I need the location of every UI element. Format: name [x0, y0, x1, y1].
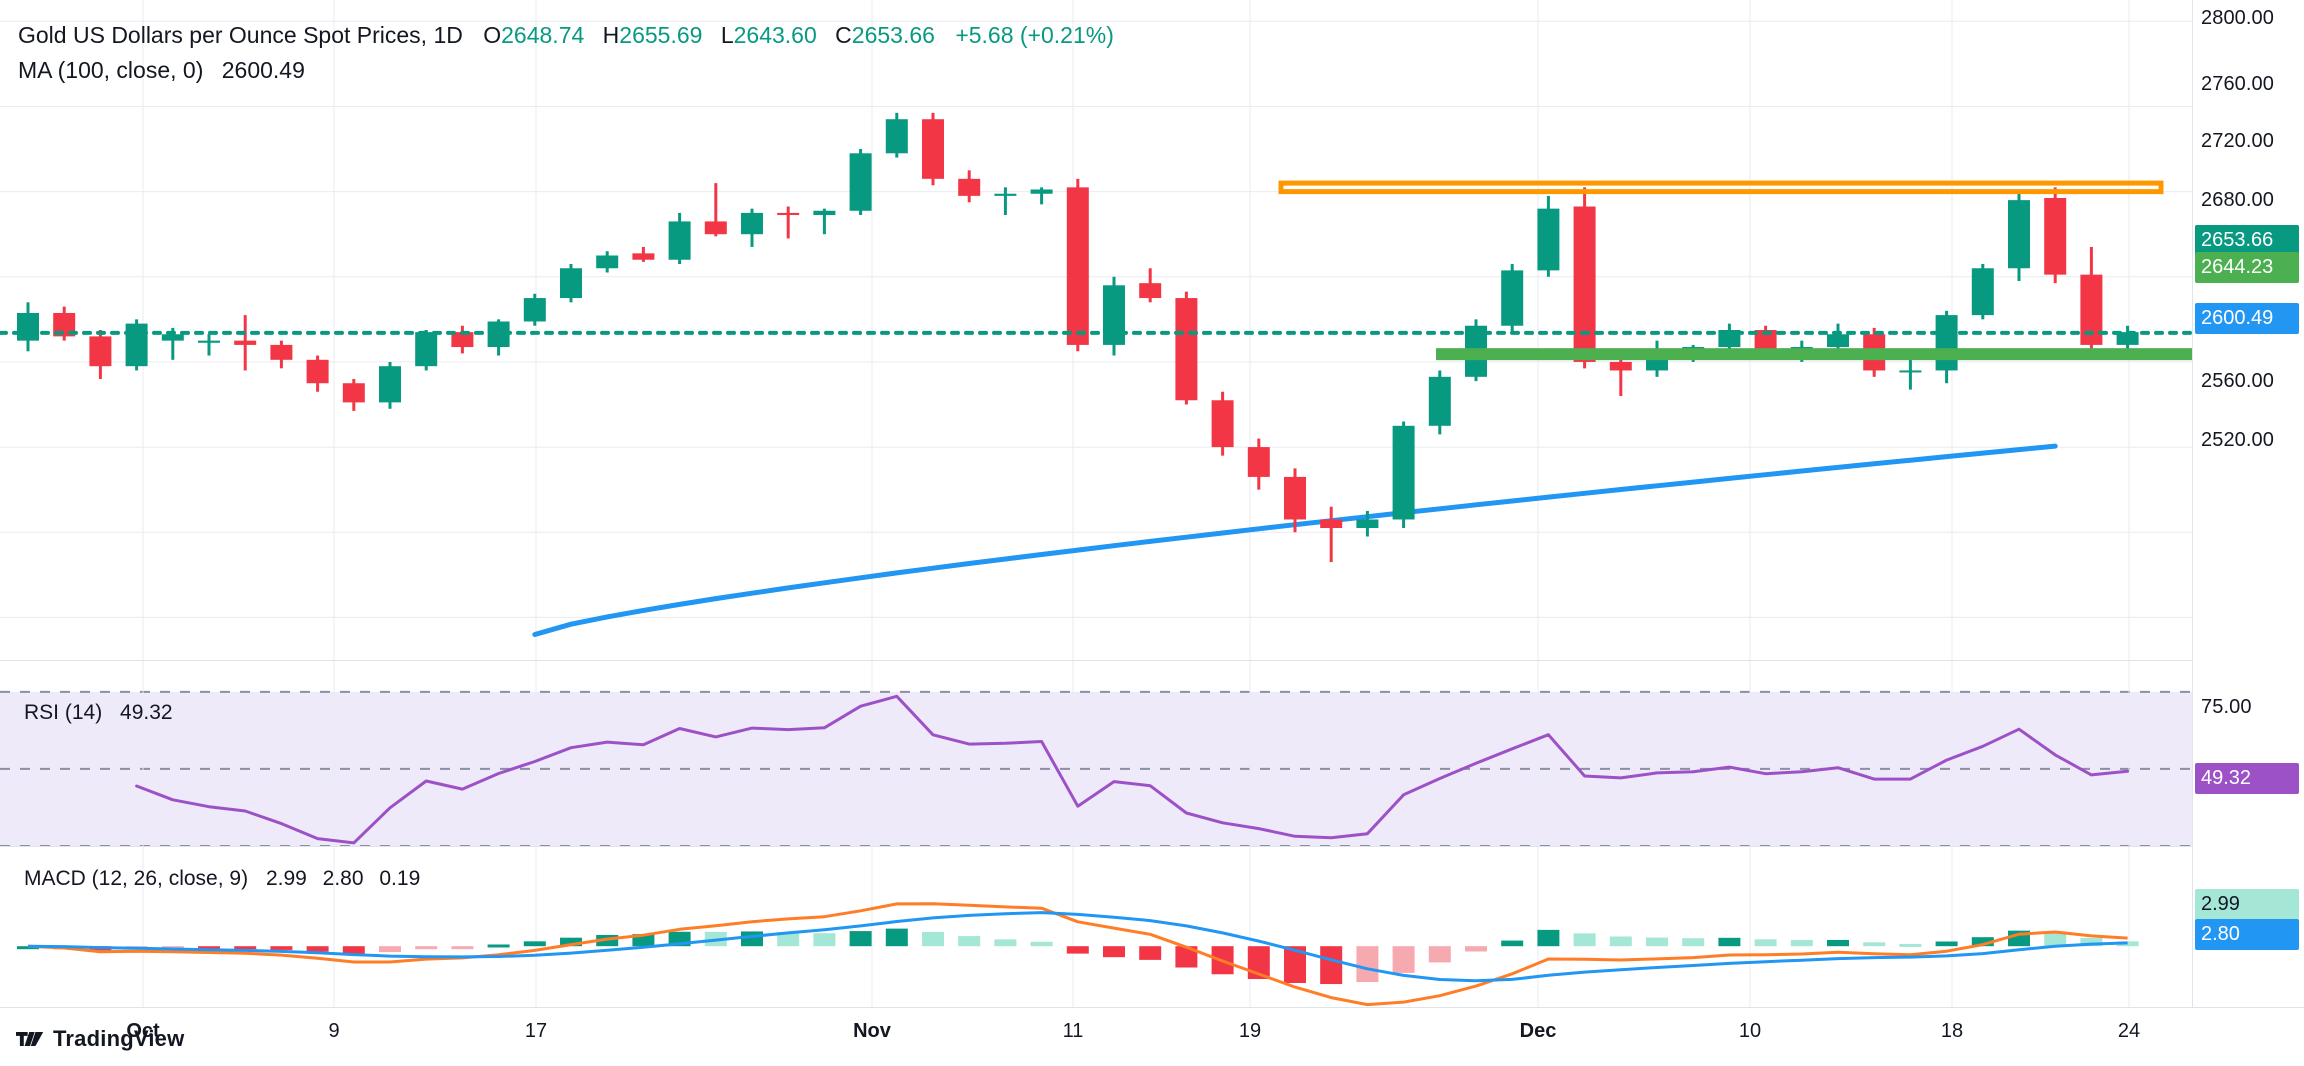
symbol-legend[interactable]: Gold US Dollars per Ounce Spot Prices, 1… [18, 24, 1114, 47]
rsi-pane[interactable] [0, 661, 2304, 847]
macd-legend[interactable]: MACD (12, 26, close, 9) 2.99 2.80 0.19 [24, 868, 420, 889]
last-price-tag[interactable]: 2653.66 [2195, 225, 2299, 256]
price-tick-2800: 2800.00 [2201, 7, 2274, 29]
time-label-19: 19 [1238, 1020, 1262, 1042]
price-axis[interactable]: 2800.00 2760.00 2720.00 2680.00 2560.00 … [2192, 0, 2304, 1007]
time-label-11: 11 [1062, 1020, 1084, 1042]
ma-value: 2600.49 [221, 57, 305, 83]
price-pane[interactable] [0, 0, 2304, 660]
ma-price-tag[interactable]: 2600.49 [2195, 303, 2299, 334]
time-label-17: 17 [524, 1020, 548, 1042]
time-label-24: 24 [2117, 1020, 2141, 1042]
low-value: 2643.60 [733, 22, 817, 48]
high-value: 2655.69 [619, 22, 703, 48]
macd-pane-divider [0, 846, 2193, 847]
open-value: 2648.74 [501, 22, 585, 48]
rsi-label: RSI (14) [24, 701, 103, 724]
tradingview-branding[interactable]: TradingView [16, 1026, 184, 1052]
tradingview-logo-icon [16, 1032, 44, 1046]
price-tick-2720: 2720.00 [2201, 130, 2274, 152]
brand-name: TradingView [53, 1026, 185, 1051]
macd-plot[interactable] [0, 847, 2193, 1007]
time-label-18: 18 [1940, 1020, 1964, 1042]
macd-label: MACD (12, 26, close, 9) [24, 867, 249, 890]
open-label: O [483, 22, 502, 48]
price-tick-2680: 2680.00 [2201, 189, 2274, 211]
price-tick-2560: 2560.00 [2201, 370, 2274, 392]
rsi-value-tag[interactable]: 49.32 [2195, 763, 2299, 794]
symbol-title[interactable]: Gold US Dollars per Ounce Spot Prices, 1… [18, 22, 463, 48]
rsi-value: 49.32 [120, 701, 173, 724]
high-label: H [602, 22, 620, 48]
ma-legend[interactable]: MA (100, close, 0) 2600.49 [18, 59, 305, 82]
macd-pane[interactable] [0, 847, 2304, 1007]
rsi-tick-75: 75.00 [2201, 696, 2252, 718]
rsi-plot[interactable] [0, 661, 2193, 847]
support-zone-tag[interactable]: 2644.23 [2195, 252, 2299, 283]
price-plot[interactable] [0, 0, 2195, 660]
close-label: C [835, 22, 852, 48]
low-label: L [720, 22, 734, 48]
time-label-dec: Dec [1519, 1020, 1557, 1042]
time-label-9: 9 [328, 1020, 340, 1042]
rsi-legend[interactable]: RSI (14) 49.32 [24, 702, 173, 723]
close-value: 2653.66 [851, 22, 935, 48]
price-tick-2760: 2760.00 [2201, 73, 2274, 95]
macd-hist-value: 2.99 [265, 867, 307, 890]
time-label-oct: Oct [126, 1020, 160, 1042]
rsi-pane-divider [0, 660, 2193, 661]
macd-signal-value: 2.80 [322, 867, 364, 890]
time-label-nov: Nov [853, 1020, 891, 1042]
time-axis-divider [0, 1007, 2304, 1008]
price-tick-2520: 2520.00 [2201, 429, 2274, 451]
time-label-10: 10 [1738, 1020, 1762, 1042]
macd-signal-tag[interactable]: 2.80 [2195, 919, 2299, 950]
ma-label: MA (100, close, 0) [18, 57, 204, 83]
change-value: +5.68 (+0.21%) [955, 22, 1114, 48]
macd-hist-tag[interactable]: 2.99 [2195, 889, 2299, 920]
macd-line-value: 0.19 [379, 867, 421, 890]
